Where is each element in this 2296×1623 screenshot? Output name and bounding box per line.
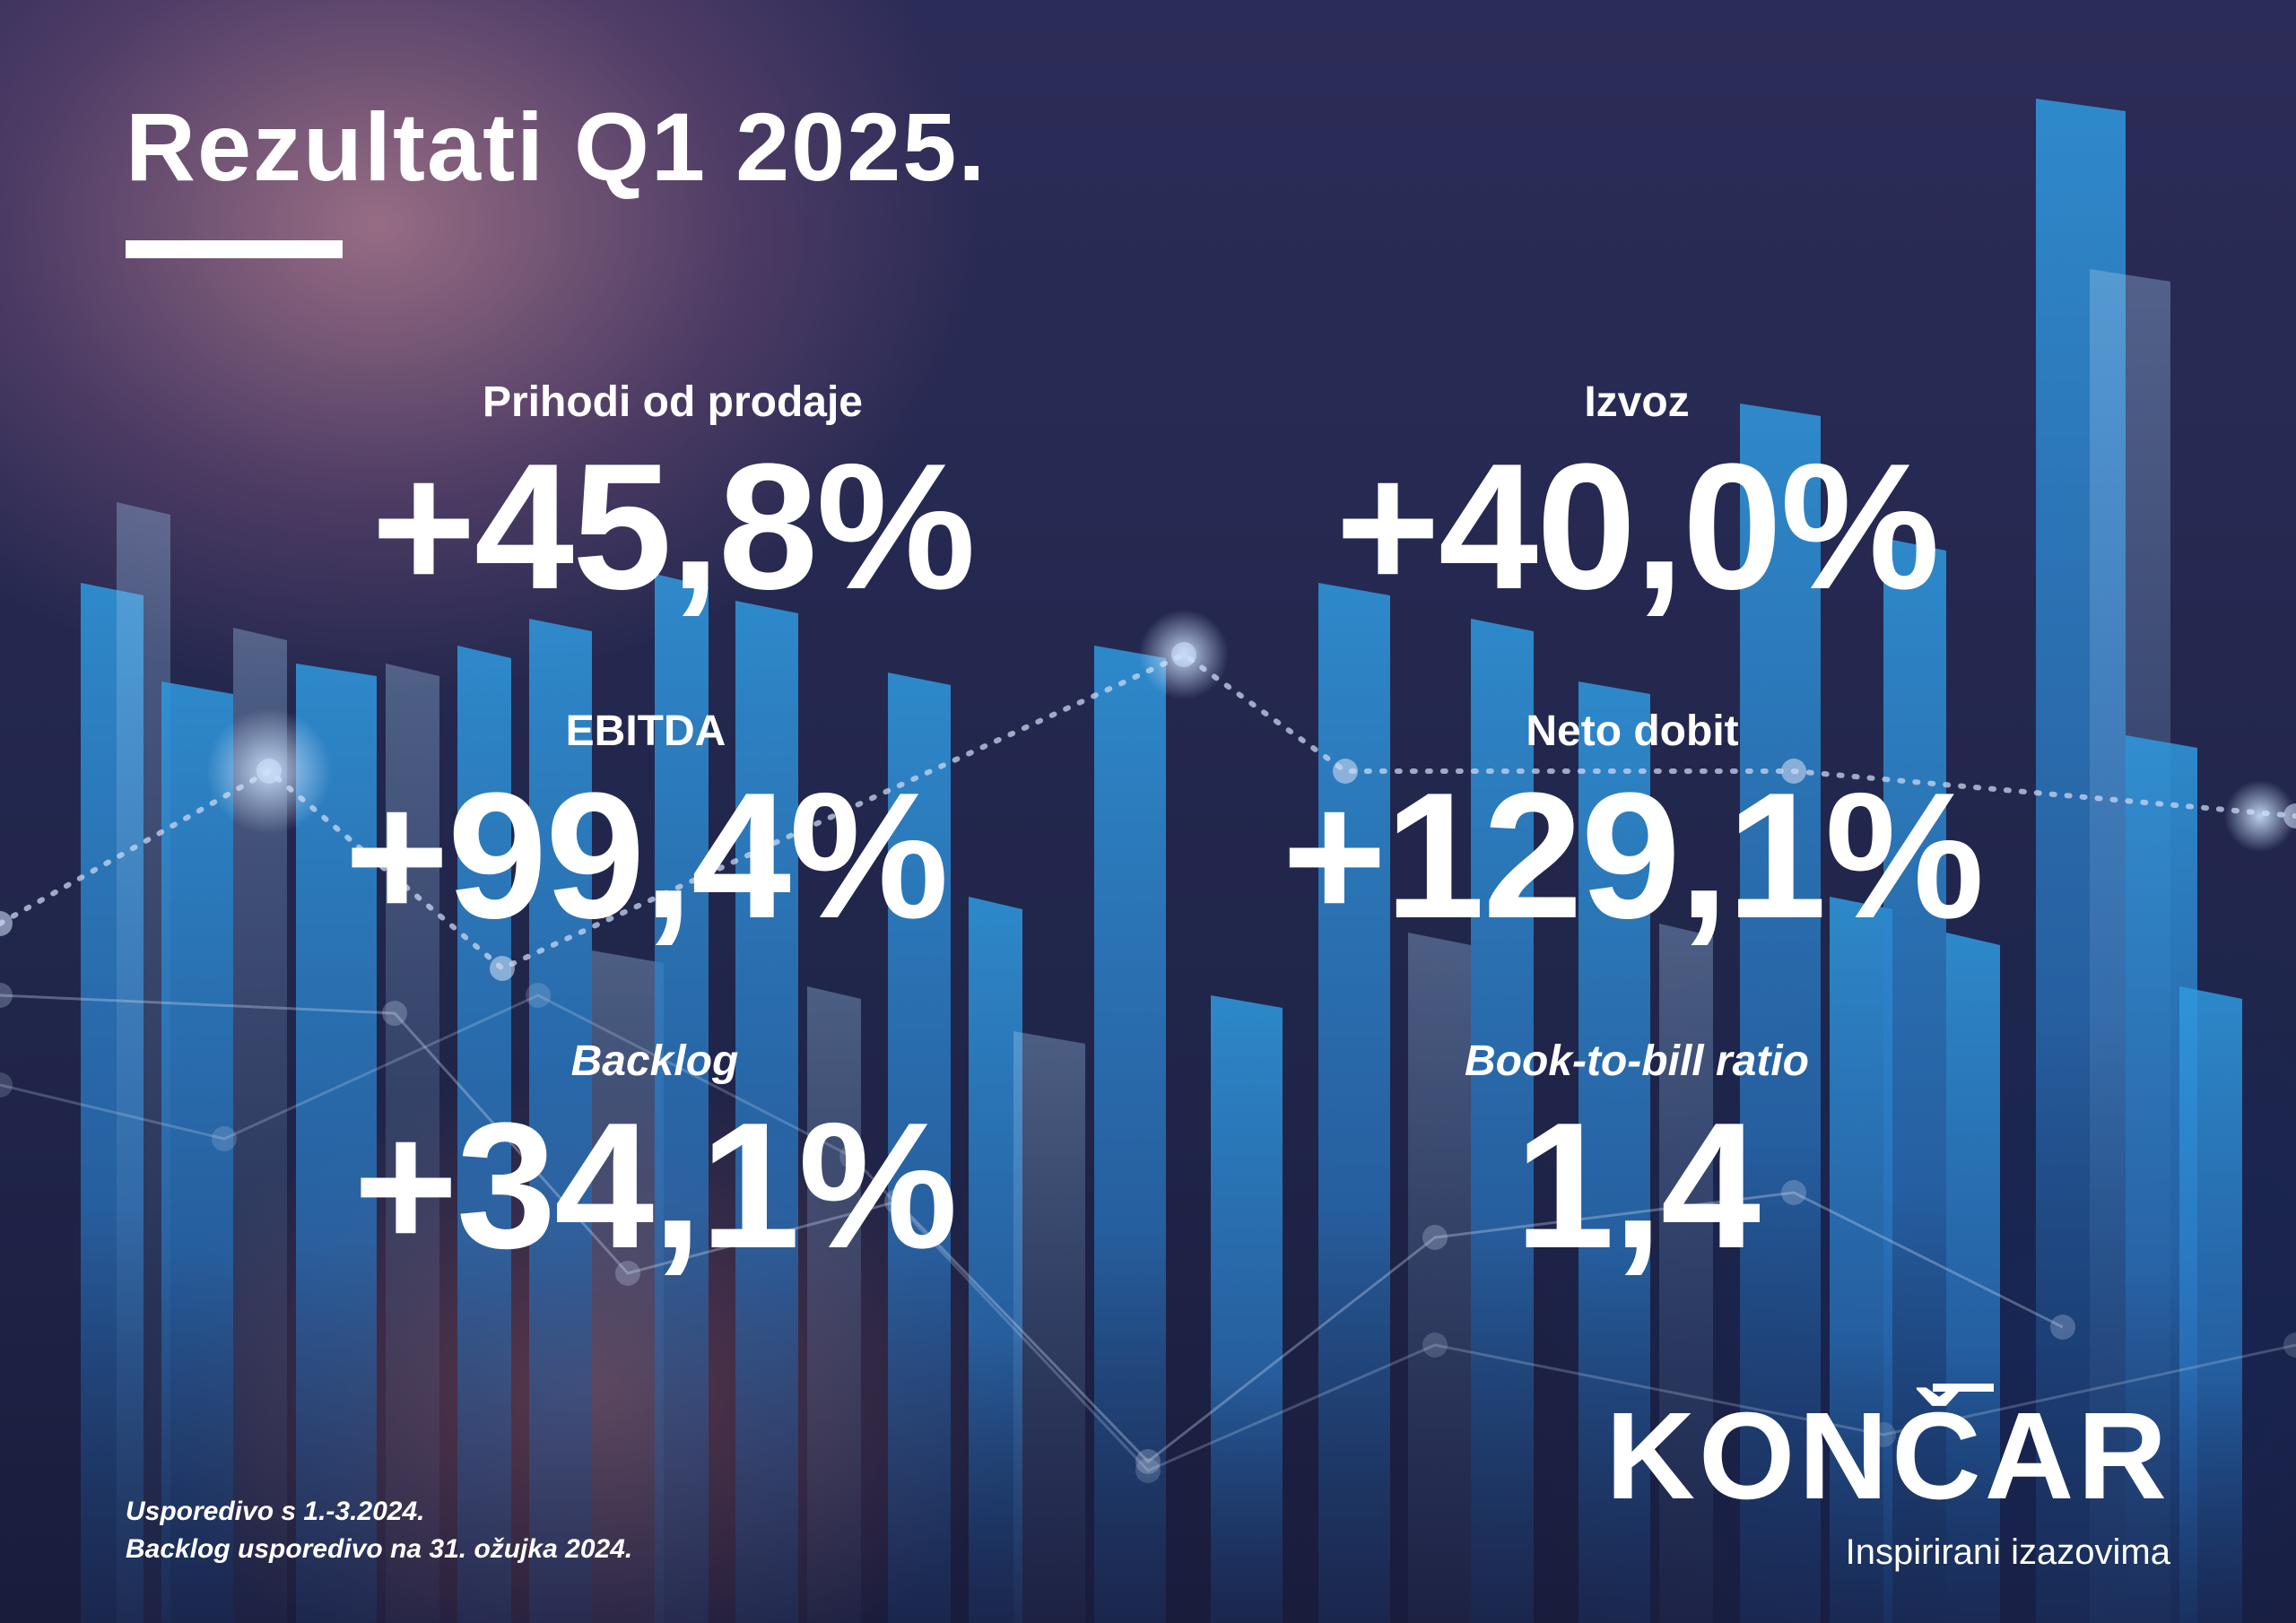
metric-value: +129,1% <box>1282 756 1984 956</box>
background-bars <box>81 99 2242 1623</box>
background-bar <box>117 502 170 1623</box>
background-bar <box>233 628 287 1623</box>
metric-ebitda: EBITDA +99,4% <box>197 706 1094 946</box>
metric-sales-revenue: Prihodi od prodaje +45,8% <box>224 377 1121 617</box>
background-trend-point <box>1135 1458 1161 1483</box>
metric-label: Prihodi od prodaje <box>482 378 863 426</box>
background-trend-point <box>1135 1449 1161 1474</box>
background-glow <box>1139 610 1229 699</box>
background-trend-point <box>490 956 515 981</box>
background-bar <box>807 986 861 1623</box>
background-bar <box>161 681 233 1623</box>
background-bar <box>655 574 709 1623</box>
background-trend-point <box>1422 1225 1448 1250</box>
background-bar <box>1578 681 1650 1623</box>
background-bar <box>1094 646 1166 1623</box>
background-bar <box>1211 995 1283 1623</box>
background-bar <box>1883 538 1946 1623</box>
background-bar <box>592 950 664 1623</box>
metric-export: Izvoz +40,0% <box>1188 377 2085 617</box>
background-glow <box>2224 780 2296 852</box>
background-bar <box>888 673 951 1623</box>
background-trend-point <box>0 983 13 1008</box>
background-bar <box>2179 986 2242 1623</box>
background-trend-point <box>1781 1180 1806 1205</box>
background-trend-point <box>1333 759 1358 784</box>
metric-book-to-bill: Book-to-bill ratio 1,4 <box>1188 1036 2085 1276</box>
logo-wordmark-text: KONČAR <box>1605 1387 2170 1525</box>
background-trend-point <box>1871 1422 1896 1447</box>
metric-backlog: Backlog +34,1% <box>206 1036 1103 1276</box>
background-trend-lines <box>0 610 2296 1483</box>
background-trend-point <box>0 911 13 936</box>
background-trend-point <box>212 1126 237 1151</box>
background-bar <box>529 619 592 1623</box>
background-trend-point <box>526 983 551 1008</box>
background-trend-point <box>884 1189 909 1214</box>
background-trend-point <box>2283 1332 2296 1358</box>
metric-label: Backlog <box>570 1037 739 1085</box>
background-trend-line <box>0 994 2064 1464</box>
logo-wordmark: KONČAR <box>1605 1384 2170 1518</box>
background-bar <box>1659 924 1713 1623</box>
background-trend-point <box>839 1144 865 1169</box>
background-bar <box>296 664 377 1623</box>
metric-label: Izvoz <box>1584 378 1690 426</box>
title-underline <box>126 240 343 258</box>
background-trend-point <box>1422 1332 1448 1358</box>
metric-value: 1,4 <box>1514 1086 1761 1286</box>
background-bar <box>386 664 439 1623</box>
background-glow <box>206 708 332 834</box>
footnote: Usporedivo s 1.-3.2024. Backlog usporedi… <box>126 1493 632 1568</box>
footnote-line: Usporedivo s 1.-3.2024. <box>126 1497 425 1526</box>
metric-net-profit: Neto dobit +129,1% <box>1184 706 2081 946</box>
metric-value: +40,0% <box>1335 427 1940 627</box>
background-bar <box>1013 1031 1085 1623</box>
background-trend-point <box>1781 759 1806 784</box>
metric-value: +99,4% <box>344 756 949 956</box>
metric-label: EBITDA <box>565 707 726 755</box>
metric-label: Neto dobit <box>1526 707 1739 755</box>
background-bar <box>1471 619 1534 1623</box>
background-trend-point <box>2050 1315 2075 1340</box>
background-bar <box>1946 933 2000 1623</box>
koncar-logo: KONČAR Inspirirani izazovima <box>1561 1384 2170 1574</box>
background-trend-point <box>0 1072 13 1098</box>
footnote-line: Backlog usporedivo na 31. ožujka 2024. <box>126 1534 633 1564</box>
background-bar <box>969 897 1022 1623</box>
logo-tagline: Inspirirani izazovima <box>1845 1532 2170 1572</box>
logo-accent-bar <box>1933 1384 1995 1392</box>
metric-value: +45,8% <box>371 427 976 627</box>
metric-value: +34,1% <box>353 1086 958 1286</box>
background-bar <box>1408 933 1471 1623</box>
background-trend-line <box>0 994 2296 1472</box>
background-trend-point <box>615 1261 640 1286</box>
metric-label: Book-to-bill ratio <box>1465 1037 1809 1085</box>
page-title: Rezultati Q1 2025. <box>126 92 987 201</box>
background-trend-point <box>382 1001 407 1026</box>
background-bar <box>1740 404 1821 1623</box>
background-bar <box>1830 897 1892 1623</box>
background-bar <box>1318 583 1390 1623</box>
background-bar <box>457 646 511 1623</box>
